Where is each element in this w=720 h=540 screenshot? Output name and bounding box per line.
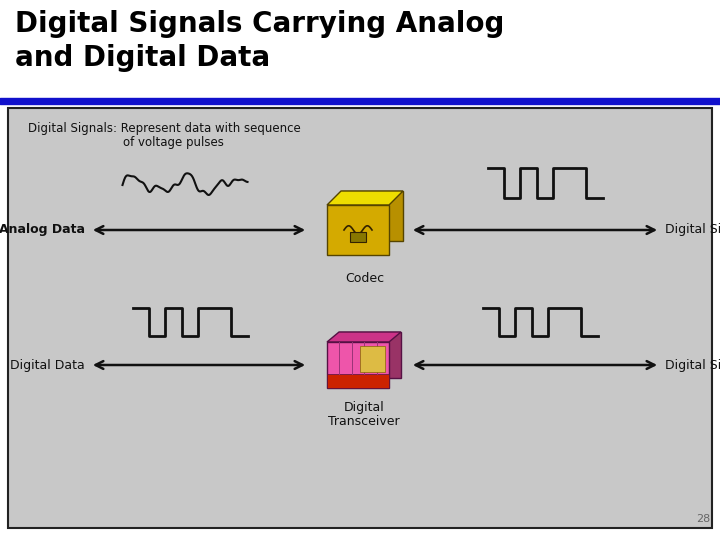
Text: Analog Data: Analog Data bbox=[0, 224, 85, 237]
Text: Digital Signal: Digital Signal bbox=[665, 359, 720, 372]
Text: Digital: Digital bbox=[343, 401, 384, 414]
Polygon shape bbox=[327, 374, 389, 388]
Polygon shape bbox=[341, 191, 403, 241]
Polygon shape bbox=[327, 205, 389, 255]
Polygon shape bbox=[327, 191, 403, 205]
Text: Digital Signals: Represent data with sequence: Digital Signals: Represent data with seq… bbox=[28, 122, 301, 135]
Bar bbox=[350, 232, 366, 242]
Text: Digital Signals Carrying Analog: Digital Signals Carrying Analog bbox=[15, 10, 505, 38]
Text: of voltage pulses: of voltage pulses bbox=[123, 136, 224, 149]
Polygon shape bbox=[339, 332, 401, 378]
Text: Codec: Codec bbox=[346, 272, 384, 285]
Text: Digital Data: Digital Data bbox=[10, 359, 85, 372]
Text: 28: 28 bbox=[696, 514, 710, 524]
Bar bbox=[360, 346, 385, 372]
Text: and Digital Data: and Digital Data bbox=[15, 44, 270, 72]
Bar bbox=[8, 108, 712, 528]
Polygon shape bbox=[327, 342, 389, 388]
Text: Digital Signal: Digital Signal bbox=[665, 224, 720, 237]
Polygon shape bbox=[327, 332, 401, 342]
Text: Transceiver: Transceiver bbox=[328, 415, 400, 428]
